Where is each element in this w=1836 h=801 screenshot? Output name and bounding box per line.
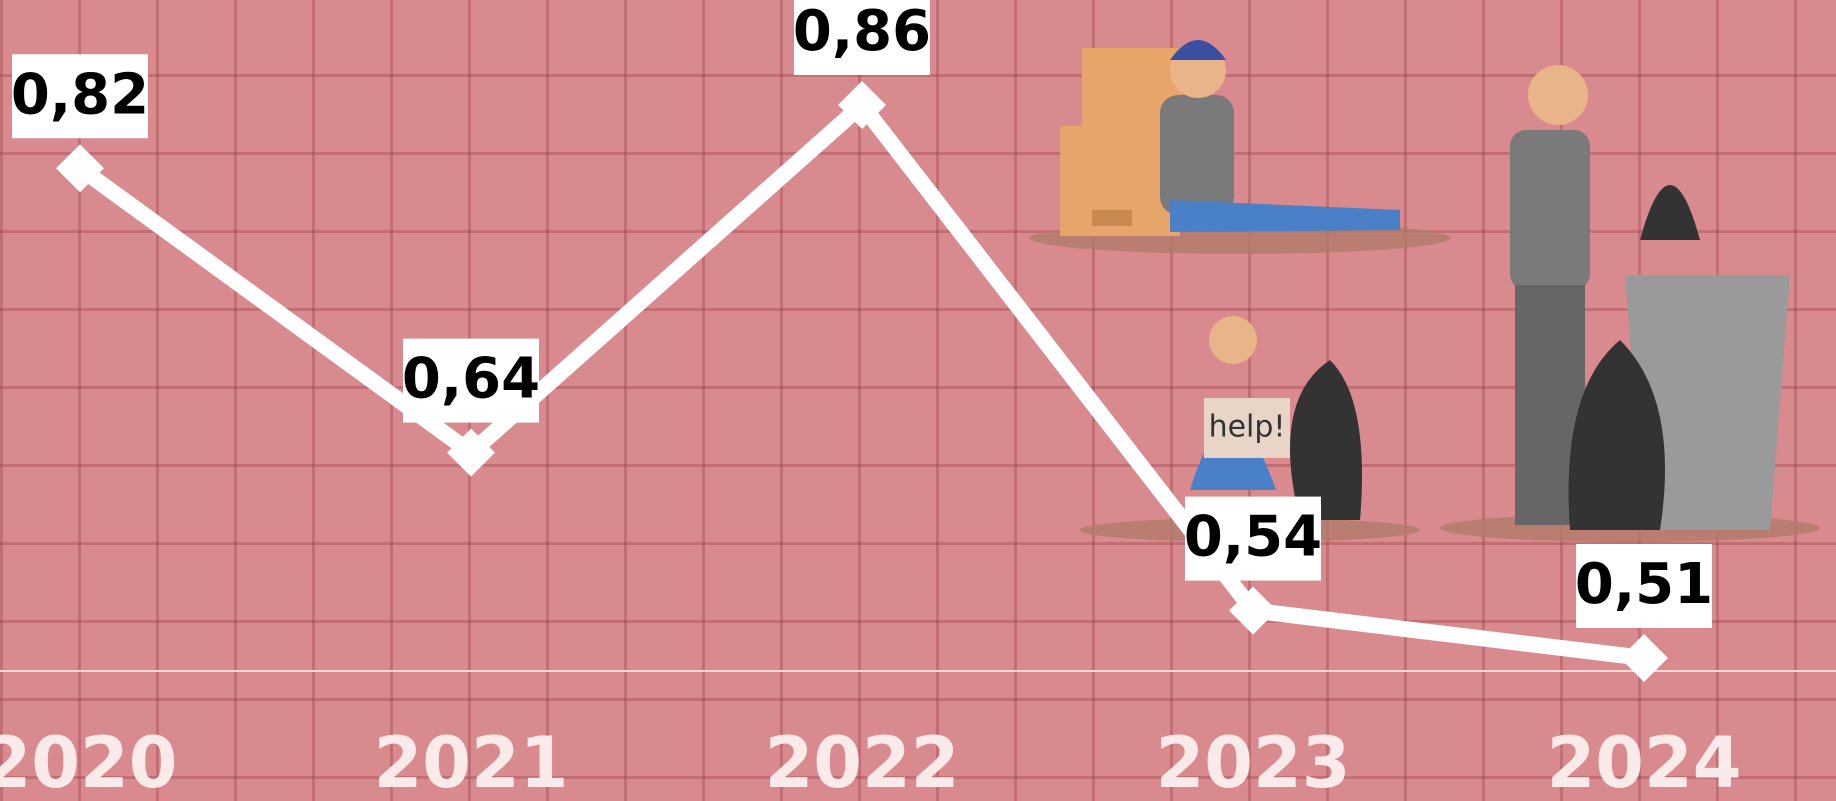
illustration-man-trash	[1440, 65, 1820, 542]
x-tick-label: 2021	[374, 722, 569, 801]
x-tick-label: 2020	[0, 722, 177, 801]
marker	[1620, 634, 1668, 682]
x-tick-label: 2022	[765, 722, 960, 801]
page: help! 2020 2021 2022 2023 2024 0,82 0,64 0,86 0,…	[0, 0, 1836, 801]
value-label: 0,51	[1575, 552, 1713, 617]
sign-text: help!	[1209, 410, 1286, 445]
value-label: 0,64	[402, 347, 540, 412]
illustration-boxes	[1030, 40, 1450, 254]
line	[80, 105, 1644, 658]
value-label: 0,54	[1184, 505, 1322, 570]
value-label: 0,86	[793, 0, 931, 64]
x-tick-label: 2024	[1547, 722, 1742, 801]
value-label: 0,82	[11, 62, 149, 127]
x-tick-label: 2023	[1156, 722, 1351, 801]
chart: help! 2020 2021 2022 2023 2024 0,82 0,64 0,86 0,…	[0, 0, 1836, 801]
